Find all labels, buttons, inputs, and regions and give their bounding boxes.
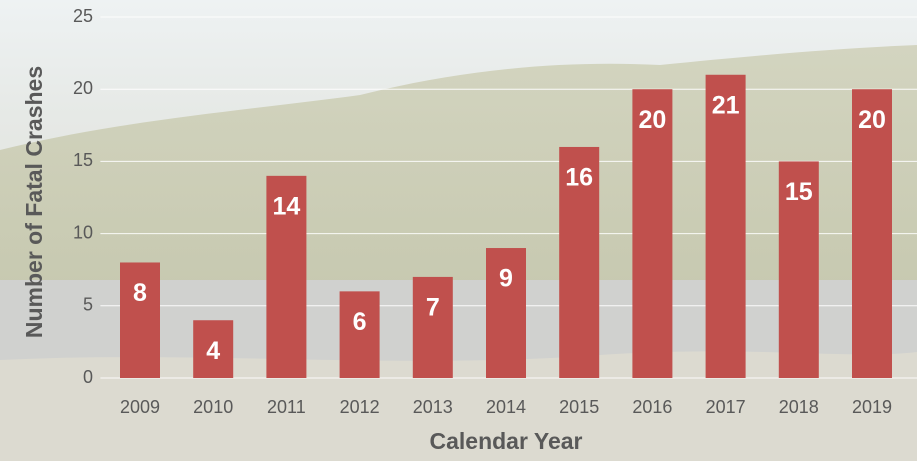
x-tick-label: 2016	[632, 397, 672, 417]
x-tick-label: 2017	[706, 397, 746, 417]
y-tick-label: 5	[83, 295, 93, 315]
x-tick-label: 2009	[120, 397, 160, 417]
y-tick-label: 25	[73, 6, 93, 26]
x-tick-label: 2019	[852, 397, 892, 417]
value-label: 6	[353, 308, 367, 336]
value-label: 15	[785, 178, 813, 206]
value-label: 8	[133, 279, 147, 307]
x-tick-label: 2014	[486, 397, 526, 417]
x-tick-label: 2012	[340, 397, 380, 417]
x-tick-label: 2010	[193, 397, 233, 417]
bar	[413, 277, 453, 378]
x-tick-label: 2018	[779, 397, 819, 417]
x-axis-title: Calendar Year	[429, 428, 582, 454]
value-label: 4	[206, 337, 220, 365]
value-label: 21	[712, 91, 740, 119]
y-axis-title: Number of Fatal Crashes	[21, 66, 47, 338]
x-tick-label: 2015	[559, 397, 599, 417]
x-tick-label: 2013	[413, 397, 453, 417]
value-label: 9	[499, 265, 513, 293]
value-label: 20	[638, 106, 666, 134]
value-label: 16	[565, 164, 593, 192]
value-label: 20	[858, 106, 886, 134]
x-tick-label: 2011	[267, 397, 306, 417]
value-label: 14	[272, 192, 300, 220]
value-label: 7	[426, 294, 440, 322]
y-tick-label: 15	[73, 150, 93, 170]
chart: Number of Fatal Crashes Calendar Year 0 5…	[0, 0, 917, 461]
y-tick-label: 20	[73, 78, 93, 98]
bar	[706, 75, 746, 378]
y-tick-label: 10	[73, 222, 93, 242]
y-tick-label: 0	[83, 367, 93, 387]
